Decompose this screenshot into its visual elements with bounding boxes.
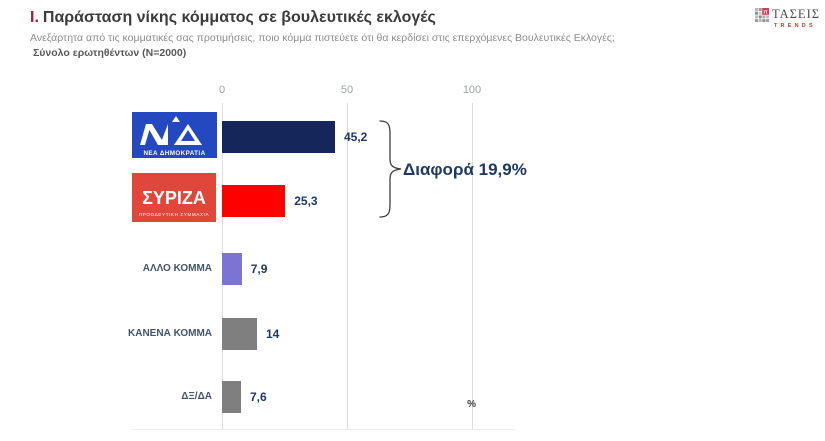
- value-syriza: 25,3: [294, 194, 318, 208]
- value-allo-komma: 7,9: [250, 262, 268, 276]
- section-number: Ι.: [30, 9, 39, 26]
- page-title: Ι. Παράσταση νίκης κόμματος σε βουλευτικέ…: [30, 9, 436, 27]
- question-subtitle: Ανεξάρτητα από τις κομματικές σας προτιμ…: [30, 32, 615, 44]
- mosaic-logo-icon: π: [755, 8, 769, 27]
- svg-text:π: π: [763, 9, 768, 15]
- plot-bottom-line: [132, 429, 515, 430]
- x-tick-label-100: 100: [462, 84, 482, 96]
- nea-dimokratia-logo: ΝΕΑ ΔΗΜΟΚΡΑΤΙΑ: [132, 112, 217, 163]
- gridline-50: [347, 103, 348, 430]
- label-dx-da: ΔΞ/ΔΑ: [181, 391, 212, 402]
- bar-allo-komma: [222, 253, 242, 285]
- bar-nea-dimokratia: [222, 121, 335, 153]
- taseis-trends-logo: π ΤΑΣΕΙΣ TRENDS: [755, 8, 820, 29]
- syriza-logo-name: ΣΥΡΙΖΑ: [142, 188, 206, 208]
- bar-syriza: [222, 185, 286, 217]
- brand-tagline: TRENDS: [774, 23, 816, 29]
- syriza-logo: ΣΥΡΙΖΑ ΠΡΟΟΔΕΥΤΙΚΗ ΣΥΜΜΑΧΙΑ: [132, 173, 216, 227]
- bar-dx-da: [222, 381, 241, 413]
- value-kanena-komma: 14: [266, 327, 280, 341]
- difference-annotation: Διαφορά 19,9%: [403, 160, 527, 179]
- brand-name: ΤΑΣΕΙΣ: [772, 7, 821, 21]
- syriza-logo-caption: ΠΡΟΟΔΕΥΤΙΚΗ ΣΥΜΜΑΧΙΑ: [139, 212, 210, 217]
- percent-unit-label: %: [467, 399, 476, 410]
- label-allo-komma: ΑΛΛΟ ΚΟΜΜΑ: [142, 263, 212, 274]
- gridline-100: [472, 103, 473, 430]
- nd-logo-caption: ΝΕΑ ΔΗΜΟΚΡΑΤΙΑ: [143, 150, 205, 157]
- x-tick-label-50: 50: [340, 84, 354, 96]
- x-tick-label-0: 0: [218, 84, 226, 96]
- difference-brace: [377, 120, 403, 223]
- bar-kanena-komma: [222, 318, 257, 350]
- title-text: Παράσταση νίκης κόμματος σε βουλευτικές …: [42, 9, 436, 26]
- value-nea-dimokratia: 45,2: [344, 130, 368, 144]
- value-dx-da: 7,6: [250, 390, 267, 404]
- label-kanena-komma: ΚΑΝΕΝΑ ΚΟΜΜΑ: [128, 328, 212, 339]
- sample-note: Σύνολο ερωτηθέντων (Ν=2000): [33, 47, 187, 59]
